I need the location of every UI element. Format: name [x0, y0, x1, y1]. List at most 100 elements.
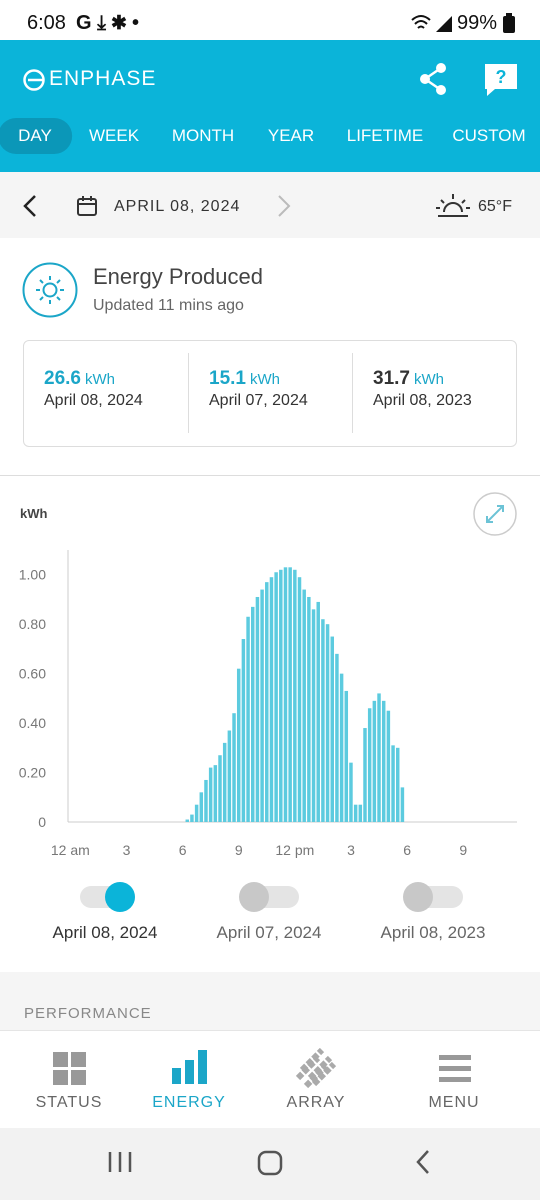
prev-day[interactable]	[20, 194, 40, 218]
bar	[208, 767, 213, 822]
share-button[interactable]	[418, 62, 450, 96]
bar	[199, 792, 204, 822]
nav-label[interactable]: ARRAY	[286, 1094, 346, 1111]
card-title: Energy Produced	[93, 264, 263, 289]
bar	[265, 582, 269, 822]
bar	[246, 616, 250, 822]
help-button[interactable]: ?	[483, 62, 519, 98]
section-title: PERFORMANCE	[24, 1005, 152, 1022]
bar	[185, 819, 190, 822]
x-tick-label: 6	[403, 842, 411, 858]
back-button[interactable]	[416, 1150, 429, 1174]
temperature: 65°F	[478, 198, 512, 215]
array-icon[interactable]	[296, 1048, 338, 1088]
tab[interactable]: WEEK	[88, 126, 140, 145]
y-tick-label: 1.00	[19, 567, 46, 583]
legend-label: April 08, 2023	[381, 923, 486, 942]
bar	[316, 601, 320, 822]
bar	[279, 569, 283, 822]
bar	[386, 710, 391, 822]
nav-label[interactable]: ENERGY	[152, 1094, 226, 1111]
nav-label[interactable]: MENU	[428, 1094, 480, 1111]
divider	[188, 353, 189, 433]
y-tick-label: 0	[38, 814, 46, 830]
status-icon[interactable]	[53, 1052, 87, 1086]
bar	[293, 569, 297, 822]
x-tick-label: 12 pm	[275, 842, 314, 858]
calendar-icon[interactable]	[76, 195, 98, 217]
bar	[358, 804, 363, 822]
stats-box	[23, 340, 517, 447]
logo-icon	[23, 69, 45, 91]
nav-label[interactable]: STATUS	[35, 1094, 103, 1111]
bar	[395, 747, 400, 822]
bar	[349, 762, 353, 822]
header	[0, 40, 540, 172]
bar	[288, 567, 292, 822]
divider	[352, 353, 353, 433]
stat-row: 15.1 kWh	[209, 368, 308, 390]
weather-icon	[436, 194, 470, 217]
bar	[241, 639, 246, 822]
bar	[325, 624, 330, 822]
stat-value: 31.7	[373, 368, 410, 389]
bar	[335, 653, 339, 822]
bar	[218, 755, 222, 822]
bar	[194, 804, 199, 822]
legend-label: April 08, 2024	[53, 923, 158, 942]
y-tick-label: 0.40	[19, 715, 46, 731]
bar	[339, 673, 344, 822]
energy-icon[interactable]	[172, 1050, 208, 1086]
bar	[372, 700, 377, 822]
separator	[0, 475, 540, 476]
expand-button[interactable]	[473, 492, 517, 536]
legend-toggle-knob[interactable]	[403, 882, 433, 912]
bar	[353, 804, 358, 822]
bar	[302, 589, 306, 822]
y-axis-label: kWh	[20, 506, 48, 521]
legend-label: April 07, 2024	[217, 923, 322, 942]
recents-button[interactable]	[108, 1152, 132, 1172]
bar	[260, 589, 264, 822]
next-day[interactable]	[274, 194, 294, 218]
stat-row: 31.7 kWh	[373, 368, 472, 390]
bar	[363, 728, 367, 822]
legend-toggle-knob[interactable]	[105, 882, 135, 912]
bar	[377, 693, 381, 822]
bar	[236, 668, 241, 822]
home-button[interactable]	[257, 1150, 283, 1176]
bar	[283, 567, 288, 822]
x-tick-label: 9	[235, 842, 243, 858]
stat-date: April 08, 2024	[44, 392, 143, 409]
stat-value: 15.1	[209, 368, 246, 389]
stat-row: 26.6 kWh	[44, 368, 143, 390]
bar	[251, 606, 255, 822]
bar	[204, 779, 208, 822]
tab[interactable]: MONTH	[171, 126, 235, 145]
y-tick-label: 0.60	[19, 666, 46, 682]
brand: ENPHASE	[49, 67, 157, 90]
signal-icons	[411, 15, 452, 32]
tab[interactable]: CUSTOM	[452, 126, 526, 145]
system-nav	[0, 1128, 540, 1200]
bar	[297, 577, 302, 822]
legend-toggle-knob[interactable]	[239, 882, 269, 912]
clock: 6:08	[27, 12, 66, 34]
tab[interactable]: DAY	[0, 118, 72, 154]
battery: 99%	[457, 12, 498, 34]
chart: kWh 0 0.20 0.40 0.60 0.80 1.00 12 am 3 6 9 12 pm 3 6…	[19, 492, 517, 942]
tab[interactable]: LIFETIME	[346, 126, 424, 145]
system-buttons	[108, 1150, 429, 1176]
bar	[213, 765, 218, 822]
bar	[274, 572, 278, 822]
menu-icon[interactable]	[439, 1055, 471, 1085]
x-tick-label: 6	[179, 842, 187, 858]
stat-date: April 08, 2023	[373, 392, 472, 409]
updated: Updated 11 mins ago	[93, 297, 244, 314]
stat-unit: kWh	[84, 371, 115, 388]
bar	[269, 577, 274, 822]
tab[interactable]: YEAR	[267, 126, 315, 145]
bar	[391, 745, 395, 822]
svg-text:?: ?	[496, 67, 507, 87]
bar	[255, 596, 260, 822]
